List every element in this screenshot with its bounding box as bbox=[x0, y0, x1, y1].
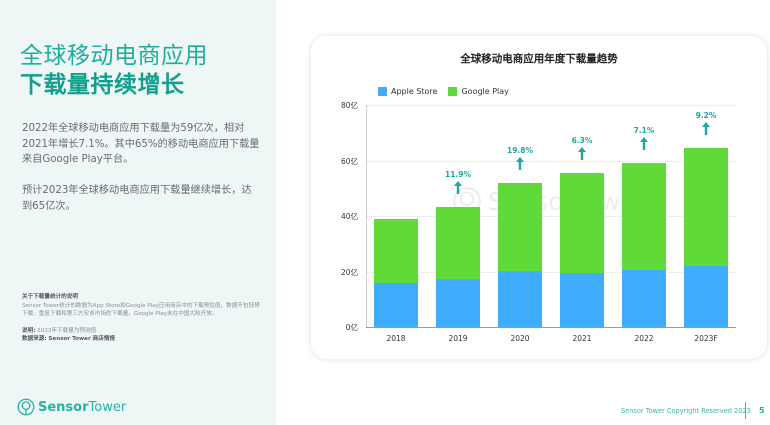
arrow-up-icon bbox=[516, 157, 524, 171]
growth-annotation: 9.2% bbox=[681, 111, 731, 136]
x-axis bbox=[366, 327, 736, 328]
notes-source: 数据来源: Sensor Tower 商店情报 bbox=[22, 336, 116, 343]
gridline-20 bbox=[366, 272, 736, 273]
sensor-tower-logo-icon bbox=[17, 398, 35, 416]
notes-explain: 说明: 2023年下载量为预测值 bbox=[22, 327, 97, 334]
legend-swatch-google-play bbox=[448, 87, 458, 96]
page-title-line1: 全球移动电商应用 bbox=[20, 43, 208, 69]
bar-2021[interactable] bbox=[560, 173, 604, 327]
bar-segment-google-play bbox=[684, 148, 728, 267]
growth-annotation: 7.1% bbox=[619, 126, 669, 151]
legend-item-google-play[interactable]: Google Play bbox=[448, 87, 509, 96]
x-tick-label: 2018 bbox=[386, 334, 406, 343]
x-tick-label: 2020 bbox=[510, 334, 530, 343]
logo-text: SensorTower bbox=[38, 399, 127, 415]
growth-annotation: 11.9% bbox=[433, 170, 483, 195]
bar-segment-google-play bbox=[374, 219, 418, 284]
legend-item-apple-store[interactable]: Apple Store bbox=[378, 87, 437, 96]
gridline-40 bbox=[366, 216, 736, 217]
bar-segment-apple-store bbox=[498, 271, 542, 327]
bar-segment-apple-store bbox=[374, 283, 418, 327]
bar-segment-google-play bbox=[622, 163, 666, 271]
x-tick-label: 2019 bbox=[448, 334, 468, 343]
footer-divider bbox=[745, 402, 746, 419]
gridline-60 bbox=[366, 161, 736, 162]
growth-label: 6.3% bbox=[571, 136, 593, 146]
bar-2022[interactable] bbox=[622, 163, 666, 327]
bar-segment-google-play bbox=[436, 207, 480, 279]
growth-annotation: 19.8% bbox=[495, 146, 545, 171]
bar-segment-apple-store bbox=[684, 266, 728, 327]
y-tick-20: 20亿 bbox=[340, 268, 358, 277]
legend-label-apple-store: Apple Store bbox=[391, 87, 438, 96]
notes-heading: 关于下载量统计的说明 bbox=[22, 294, 78, 300]
sensor-tower-logo: SensorTower bbox=[17, 398, 126, 416]
page-number: 5 bbox=[759, 406, 765, 415]
y-tick-80: 80亿 bbox=[340, 101, 358, 110]
growth-label: 9.2% bbox=[695, 111, 717, 121]
growth-label: 11.9% bbox=[444, 170, 472, 180]
bar-segment-google-play bbox=[498, 183, 542, 272]
y-tick-0: 0亿 bbox=[345, 323, 358, 332]
bar-2023F[interactable] bbox=[684, 148, 728, 327]
footer-copyright: Sensor Tower Copyright Reserved 2023 bbox=[621, 407, 751, 415]
y-tick-60: 60亿 bbox=[340, 157, 358, 166]
legend-swatch-apple-store bbox=[378, 87, 387, 96]
chart-title: 全球移动电商应用年度下载量趋势 bbox=[460, 53, 618, 65]
arrow-up-icon bbox=[702, 122, 710, 136]
growth-label: 7.1% bbox=[633, 126, 655, 136]
bar-segment-apple-store bbox=[436, 278, 480, 327]
x-tick-label: 2022 bbox=[634, 334, 654, 343]
bar-segment-apple-store bbox=[622, 270, 666, 327]
bar-2020[interactable] bbox=[498, 183, 542, 327]
page-title-line2: 下载量持续增长 bbox=[20, 72, 185, 98]
arrow-up-icon bbox=[640, 137, 648, 151]
bar-segment-apple-store bbox=[560, 273, 604, 327]
arrow-up-icon bbox=[454, 181, 462, 195]
notes-body: Sensor Tower统计的数据为App Store和Google Play应… bbox=[22, 302, 260, 318]
growth-label: 19.8% bbox=[506, 146, 534, 156]
gridline-80 bbox=[366, 105, 736, 106]
y-tick-40: 40亿 bbox=[340, 212, 358, 221]
x-tick-label: 2023F bbox=[694, 334, 718, 343]
arrow-up-icon bbox=[578, 147, 586, 161]
chart-legend: Apple Store Google Play bbox=[378, 87, 520, 96]
x-tick-label: 2021 bbox=[572, 334, 592, 343]
notes-section: 关于下载量统计的说明 Sensor Tower统计的数据为App Store和G… bbox=[22, 293, 262, 344]
bar-segment-google-play bbox=[560, 173, 604, 274]
legend-label-google-play: Google Play bbox=[461, 87, 509, 96]
growth-annotation: 6.3% bbox=[557, 136, 607, 161]
bar-2019[interactable] bbox=[436, 207, 480, 327]
bar-2018[interactable] bbox=[374, 219, 418, 327]
summary-paragraph-1: 2022年全球移动电商应用下载量为59亿次，相对2021年增长7.1%。其中65… bbox=[22, 123, 260, 165]
y-axis bbox=[366, 105, 367, 328]
summary-paragraph-2: 预计2023年全球移动电商应用下载量继续增长，达到65亿次。 bbox=[22, 185, 252, 212]
left-panel bbox=[0, 0, 276, 425]
